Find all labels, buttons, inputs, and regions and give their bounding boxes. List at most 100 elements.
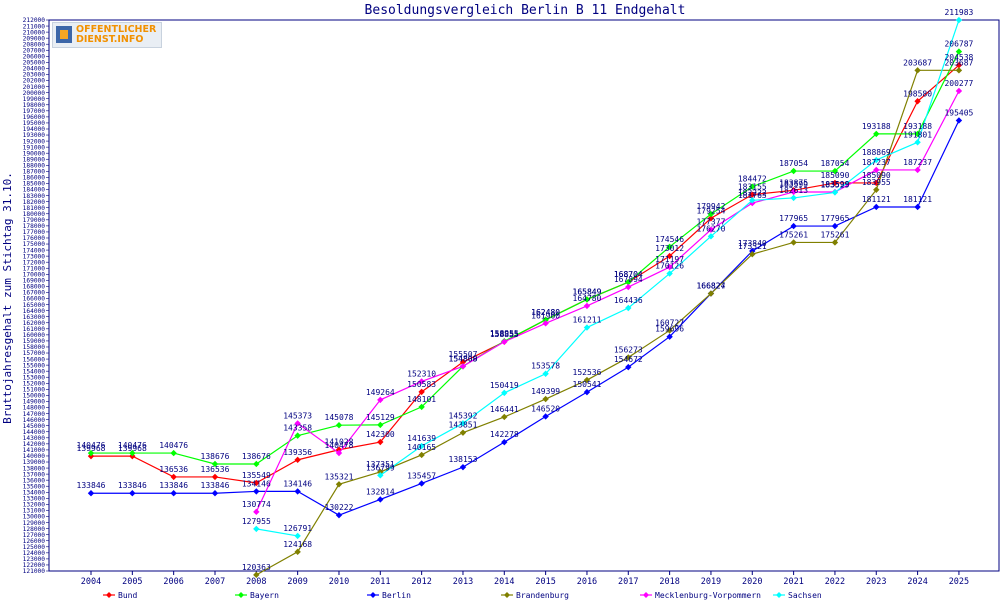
- data-point-brandenburg: [294, 548, 301, 556]
- data-point-sachsen: [790, 194, 797, 202]
- data-point-berlin: [666, 333, 673, 340]
- data-label: 133846: [77, 481, 106, 490]
- y-tick-label: 202000: [23, 78, 46, 85]
- logo-line1: OFFENTLICHER: [76, 24, 157, 35]
- data-label: 155507: [449, 350, 478, 359]
- data-point-mecklenburg-vorpommern: [914, 166, 921, 174]
- y-tick-label: 179000: [23, 217, 46, 224]
- data-label: 183599: [779, 180, 808, 189]
- data-point-bayern: [211, 460, 219, 468]
- data-label: 148101: [407, 395, 436, 404]
- data-point-bayern: [170, 449, 177, 457]
- y-tick-label: 158000: [23, 344, 46, 351]
- series-line-berlin: [91, 120, 960, 516]
- data-point-brandenburg: [955, 67, 963, 74]
- x-tick-label: 2010: [329, 577, 349, 587]
- data-label: 167894: [614, 275, 643, 284]
- legend-marker-brandenburg: [504, 592, 510, 598]
- data-label: 179254: [696, 206, 725, 215]
- x-tick-label: 2012: [411, 577, 431, 587]
- x-tick-label: 2004: [81, 577, 101, 587]
- legend-label-mecklenburg-vorpommern: Mecklenburg-Vorpommern: [655, 591, 761, 600]
- data-label: 145392: [449, 411, 478, 420]
- data-point-bund: [955, 61, 963, 69]
- y-tick-label: 129000: [23, 520, 46, 527]
- data-label: 140478: [325, 441, 354, 450]
- data-point-brandenburg: [253, 571, 260, 579]
- y-tick-label: 124000: [23, 550, 46, 557]
- y-tick-label: 196000: [23, 114, 46, 121]
- y-tick-label: 192000: [23, 138, 46, 145]
- y-tick-label: 185000: [23, 181, 46, 188]
- data-point-berlin: [583, 388, 591, 396]
- data-label: 168704: [614, 270, 643, 279]
- y-tick-label: 195000: [23, 120, 46, 127]
- y-tick-label: 207000: [23, 47, 46, 54]
- y-tick-label: 167000: [23, 290, 46, 297]
- y-tick-label: 156000: [23, 356, 46, 363]
- data-point-sachsen: [707, 233, 715, 240]
- y-tick-label: 143000: [23, 435, 46, 442]
- data-label: 130222: [325, 503, 354, 512]
- y-tick-label: 172000: [23, 259, 46, 266]
- y-tick-label: 121000: [23, 568, 46, 575]
- data-point-bund: [831, 179, 839, 187]
- data-label: 183525: [820, 180, 849, 189]
- data-label: 124168: [283, 540, 312, 549]
- data-point-brandenburg: [749, 250, 756, 258]
- y-tick-label: 200000: [23, 90, 46, 97]
- data-label: 203687: [944, 58, 973, 67]
- data-label: 183599: [820, 180, 849, 189]
- y-tick-label: 151000: [23, 387, 46, 394]
- data-point-bayern: [666, 243, 673, 250]
- y-tick-label: 199000: [23, 96, 46, 103]
- data-label: 179942: [696, 202, 725, 211]
- data-point-berlin: [129, 490, 136, 497]
- data-point-sachsen: [873, 156, 880, 164]
- data-label: 211983: [944, 8, 973, 17]
- data-point-bund: [170, 473, 177, 481]
- data-label: 188869: [862, 148, 891, 157]
- data-label: 140476: [118, 441, 147, 450]
- data-point-brandenburg: [666, 327, 673, 334]
- y-tick-label: 173000: [23, 253, 46, 260]
- data-point-bund: [914, 98, 921, 105]
- data-label: 141639: [407, 434, 436, 443]
- data-label: 158955: [490, 329, 519, 338]
- y-tick-label: 138000: [23, 465, 46, 472]
- y-tick-label: 142000: [23, 441, 46, 448]
- data-point-berlin: [87, 490, 95, 497]
- y-tick-label: 169000: [23, 278, 46, 285]
- y-tick-label: 209000: [23, 35, 46, 42]
- y-tick-label: 190000: [23, 150, 46, 157]
- y-tick-label: 141000: [23, 447, 46, 454]
- data-point-berlin: [790, 222, 797, 230]
- data-point-mecklenburg-vorpommern: [583, 302, 591, 310]
- data-point-bayern: [542, 316, 549, 324]
- data-label: 133846: [159, 481, 188, 490]
- data-point-berlin: [377, 496, 384, 503]
- data-point-berlin: [418, 480, 425, 487]
- y-tick-label: 122000: [23, 562, 46, 569]
- y-tick-label: 146000: [23, 417, 46, 424]
- y-tick-label: 164000: [23, 308, 46, 315]
- data-point-mecklenburg-vorpommern: [625, 283, 632, 291]
- y-tick-label: 175000: [23, 241, 46, 248]
- data-point-berlin: [873, 203, 880, 211]
- data-point-bund: [873, 179, 880, 187]
- data-point-brandenburg: [707, 290, 715, 297]
- data-label: 149399: [531, 387, 560, 396]
- data-label: 170126: [655, 262, 684, 271]
- series-line-brandenburg: [256, 69, 959, 576]
- data-label: 150583: [407, 380, 436, 389]
- x-tick-label: 2019: [701, 577, 721, 587]
- y-tick-label: 152000: [23, 380, 46, 387]
- y-tick-label: 136000: [23, 477, 46, 484]
- data-label: 134146: [283, 479, 312, 488]
- data-label: 149264: [366, 388, 395, 397]
- y-tick-label: 198000: [23, 102, 46, 109]
- y-tick-label: 201000: [23, 84, 46, 91]
- series-line-mecklenburg-vorpommern: [255, 90, 960, 513]
- x-tick-label: 2006: [163, 577, 183, 587]
- data-point-berlin: [459, 463, 467, 471]
